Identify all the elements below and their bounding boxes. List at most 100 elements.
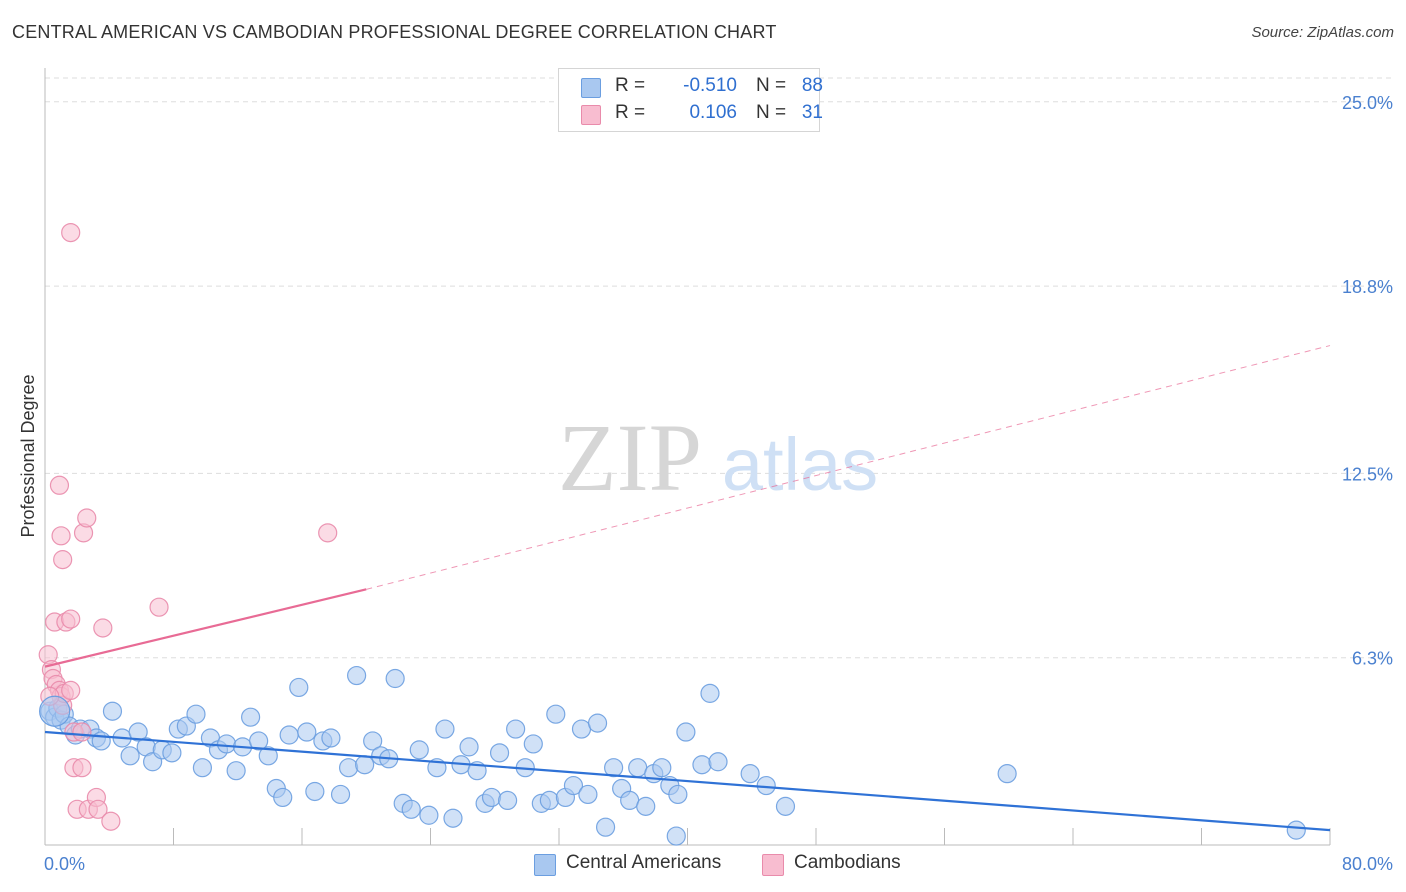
point-central-american <box>297 722 317 742</box>
point-central-american <box>481 787 502 808</box>
point-cambodian <box>72 722 92 742</box>
point-central-american <box>587 713 608 733</box>
stats-n-label: N = <box>756 102 787 123</box>
trend-layer <box>44 345 1331 832</box>
point-central-american <box>91 731 111 751</box>
y-axis-title: Professional Degree <box>18 374 38 537</box>
point-central-american <box>676 722 696 742</box>
stats-n-value: 31 <box>801 102 823 123</box>
stats-r-label: R = <box>615 102 646 123</box>
point-central-american <box>997 764 1017 784</box>
gridlines <box>45 77 1395 659</box>
point-central-american <box>563 775 584 796</box>
point-cambodian <box>49 475 70 495</box>
trend-line-cambodians-extension <box>366 345 1331 590</box>
legend-swatch-blue <box>534 854 556 876</box>
legend-label: Cambodians <box>794 852 901 873</box>
point-central-american <box>385 668 405 689</box>
point-central-american <box>226 761 246 781</box>
point-central-american <box>652 758 672 778</box>
point-cambodian <box>101 811 121 831</box>
stats-n-label: N = <box>756 75 787 96</box>
stats-r-label: R = <box>615 75 646 96</box>
chart-title: CENTRAL AMERICAN VS CAMBODIAN PROFESSION… <box>12 22 777 42</box>
point-central-american <box>692 755 712 775</box>
stats-swatch-blue <box>581 78 601 98</box>
point-central-american <box>1286 820 1306 840</box>
point-central-american <box>443 808 463 828</box>
legend-swatch-pink <box>762 854 784 876</box>
point-cambodian <box>61 609 81 629</box>
point-cambodian <box>149 597 169 617</box>
trend-line-cambodians <box>44 588 367 668</box>
point-central-american <box>419 805 439 825</box>
legend-label: Central Americans <box>566 852 722 873</box>
point-central-american <box>162 743 182 763</box>
tick-labels: 6.3% 12.5% 18.8% 25.0% 0.0% 80.0% <box>44 93 1393 874</box>
point-central-american <box>241 707 261 727</box>
x-tick-label: 80.0% <box>1342 854 1393 874</box>
point-central-american <box>666 826 686 846</box>
point-central-american <box>578 784 598 805</box>
point-central-american <box>620 790 640 811</box>
point-cambodian <box>61 680 81 701</box>
y-tick-label: 18.8% <box>1342 277 1393 297</box>
point-central-american <box>595 817 616 837</box>
point-cambodian <box>77 508 97 528</box>
point-central-american <box>775 796 796 816</box>
point-central-american <box>192 758 213 778</box>
point-central-american <box>120 746 140 766</box>
point-central-american <box>289 677 309 698</box>
stats-box: R = -0.510 N = 88 R = 0.106 N = 31 <box>558 68 823 132</box>
point-central-american <box>628 758 648 778</box>
point-central-american <box>216 734 237 754</box>
point-central-american <box>355 755 375 775</box>
point-cambodian <box>72 758 92 778</box>
point-cambodian <box>53 550 73 570</box>
point-central-american <box>258 746 278 766</box>
points-layer <box>38 222 1306 846</box>
point-central-american <box>363 731 383 751</box>
point-central-american <box>546 704 566 724</box>
point-central-american <box>338 758 359 778</box>
trend-line-central-americans <box>44 730 1331 832</box>
point-central-american <box>347 665 367 686</box>
point-cambodian <box>51 526 71 546</box>
point-central-american <box>604 758 624 778</box>
point-central-american <box>321 728 341 748</box>
point-central-american <box>571 719 592 739</box>
point-central-american <box>401 799 421 819</box>
watermark: ZIP atlas <box>558 404 878 511</box>
chart-source: Source: ZipAtlas.com <box>1251 24 1394 41</box>
point-central-american <box>186 704 206 724</box>
point-central-american <box>523 734 543 754</box>
point-central-american <box>330 784 351 805</box>
point-central-american <box>305 781 325 802</box>
point-central-american <box>740 764 760 784</box>
point-central-american <box>668 784 688 805</box>
point-cambodian <box>318 523 338 543</box>
point-central-american <box>249 731 269 751</box>
point-central-american <box>539 790 559 811</box>
point-central-american <box>636 796 656 816</box>
stats-n-value: 88 <box>801 75 823 96</box>
stats-swatch-pink <box>581 105 601 125</box>
point-central-american <box>435 719 455 739</box>
point-central-american <box>102 701 123 721</box>
point-cambodian <box>61 222 81 243</box>
point-central-american <box>459 737 479 757</box>
y-tick-label: 12.5% <box>1342 464 1393 484</box>
point-central-american <box>489 743 510 763</box>
point-central-american <box>708 752 728 772</box>
x-tick-label: 0.0% <box>44 854 85 874</box>
stats-r-value: -0.510 <box>683 75 737 96</box>
point-cambodian <box>93 618 113 638</box>
point-central-american <box>498 790 518 811</box>
point-central-american <box>128 722 148 742</box>
point-central-american <box>506 719 526 739</box>
point-cambodian <box>88 799 108 819</box>
y-tick-label: 6.3% <box>1352 649 1393 669</box>
point-central-american <box>279 725 299 745</box>
point-central-american <box>409 740 429 760</box>
